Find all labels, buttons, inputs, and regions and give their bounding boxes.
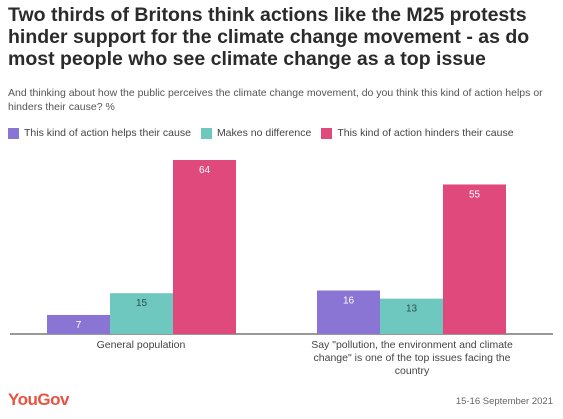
category-label-1: General population	[97, 339, 186, 351]
data-label-helps-2: 16	[343, 296, 355, 307]
bar-hinders-1	[173, 160, 236, 334]
legend-label-helps: This kind of action helps their cause	[24, 127, 191, 139]
legend-swatch-no-difference	[200, 127, 212, 139]
chart-title: Two thirds of Britons think actions like…	[8, 4, 530, 70]
legend-swatch-helps	[8, 127, 19, 139]
legend-label-hinders: This kind of action hinders their cause	[337, 127, 514, 139]
data-label-hinders-1: 64	[199, 165, 211, 176]
data-label-no-difference-1: 15	[136, 298, 148, 309]
data-label-helps-1: 7	[76, 320, 82, 331]
data-label-no-difference-2: 13	[406, 304, 418, 315]
data-label-hinders-2: 55	[469, 189, 481, 200]
bar-hinders-2	[443, 184, 506, 334]
legend: This kind of action helps their cause Ma…	[8, 126, 524, 140]
chart-subtitle: And thinking about how the public percei…	[8, 87, 543, 113]
bar-no-difference-2	[380, 298, 443, 334]
legend-item-hinders: This kind of action hinders their cause	[321, 127, 514, 139]
legend-swatch-hinders	[321, 127, 333, 139]
legend-item-no-difference: Makes no difference	[200, 127, 312, 139]
legend-item-helps: This kind of action helps their cause	[8, 127, 191, 139]
yougov-logo: YouGov	[8, 390, 69, 409]
bar-helps-1	[47, 314, 110, 334]
category-label-2: Say "pollution, the environment and clim…	[311, 339, 513, 377]
bar-helps-2	[317, 290, 380, 334]
survey-date: 15-16 September 2021	[455, 396, 553, 407]
legend-label-no-difference: Makes no difference	[216, 127, 312, 139]
bar-no-difference-1	[110, 293, 173, 334]
